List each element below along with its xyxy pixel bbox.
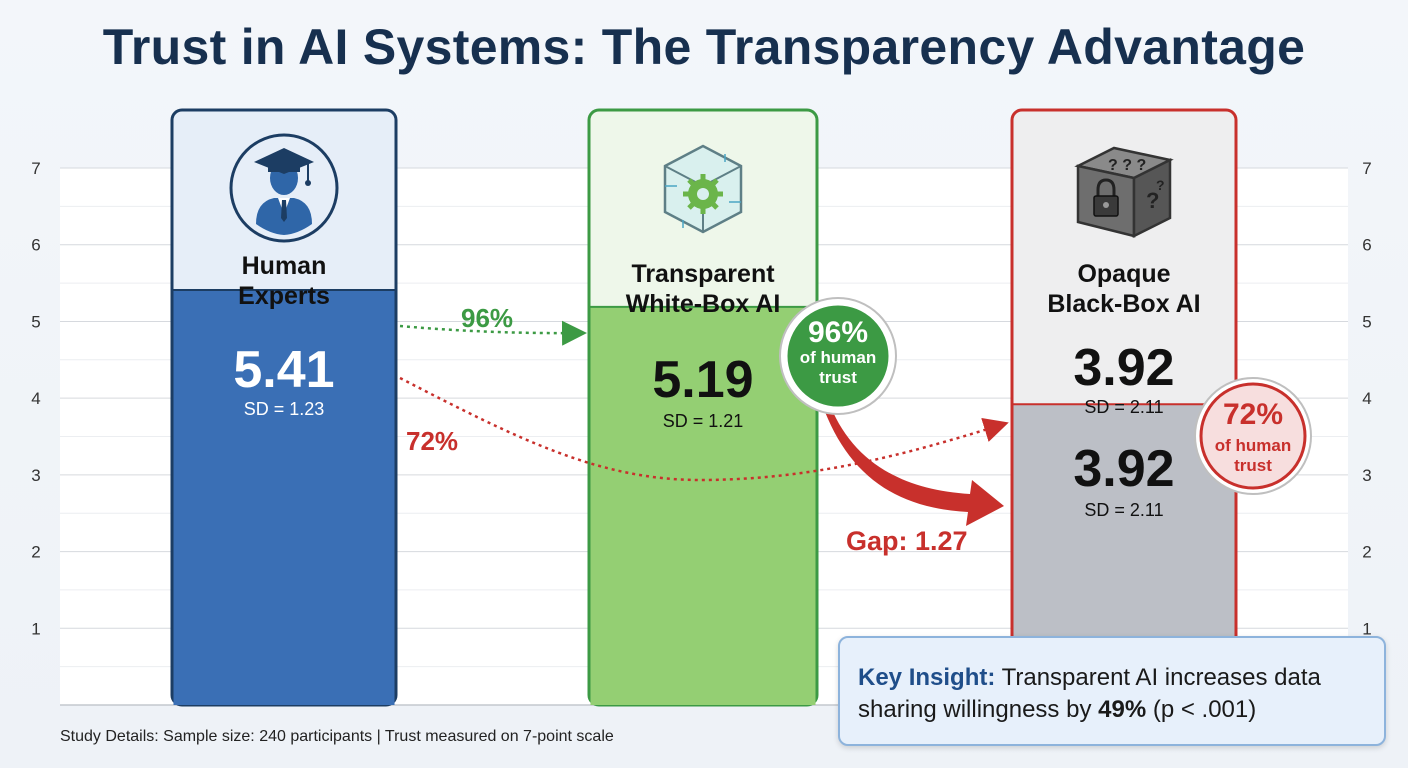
- svg-text:?: ?: [1146, 188, 1159, 213]
- bar-label-opaque-2: Black-Box AI: [1047, 290, 1200, 318]
- y-tick-right: 1: [1362, 619, 1371, 638]
- graduate-icon: [229, 133, 339, 243]
- sd-label-human: SD = 1.23: [244, 399, 325, 419]
- svg-text:? ? ?: ? ? ?: [1108, 157, 1146, 174]
- flow-arrow-transparent: [399, 320, 587, 346]
- key-insight-text: Transparent AI increases data sharing wi…: [858, 664, 1321, 723]
- chart-title: Trust in AI Systems: The Transparency Ad…: [102, 19, 1306, 75]
- locked-mystery-box-icon: ? ? ? ? ?: [1074, 146, 1174, 239]
- y-tick-left: 1: [31, 619, 40, 638]
- badge-sub2-transparent: trust: [819, 368, 857, 387]
- badge-sub1-opaque: of human: [1215, 436, 1292, 455]
- key-insight-lead: Key Insight:: [858, 664, 996, 691]
- y-tick-right: 5: [1362, 312, 1371, 331]
- badge-pct-transparent: 96%: [808, 316, 868, 349]
- key-insight-text-end: (p < .001): [1146, 696, 1257, 723]
- y-tick-left: 7: [31, 159, 40, 178]
- value-label-transparent: 5.19: [652, 351, 753, 409]
- value-label-opaque: 3.92: [1073, 339, 1174, 397]
- y-tick-right: 4: [1362, 389, 1371, 408]
- y-axis-right: 1 2 3 4 5 6 7: [1362, 159, 1371, 638]
- badge-opaque: 72% of human trust: [1194, 377, 1312, 495]
- bar-human-experts: [173, 289, 395, 705]
- sd-label-opaque-repeat: SD = 2.11: [1084, 500, 1163, 520]
- bar-label-opaque: Opaque: [1077, 260, 1170, 288]
- y-axis-left: 1 2 3 4 5 6 7: [31, 159, 40, 638]
- flow-pct-transparent: 96%: [461, 303, 513, 333]
- y-tick-right: 7: [1362, 159, 1371, 178]
- gap-arrow: [822, 400, 1004, 526]
- badge-sub2-opaque: trust: [1234, 456, 1272, 475]
- bar-label-transparent-2: White-Box AI: [626, 290, 781, 318]
- y-tick-left: 5: [31, 312, 40, 331]
- study-details-footnote: Study Details: Sample size: 240 particip…: [60, 728, 614, 745]
- key-insight-box: Key Insight: Transparent AI increases da…: [838, 636, 1386, 746]
- y-tick-right: 6: [1362, 236, 1371, 255]
- flow-pct-opaque: 72%: [406, 426, 458, 456]
- svg-text:?: ?: [1156, 177, 1165, 193]
- bar-transparent-ai: [590, 306, 816, 705]
- key-insight-highlight: 49%: [1098, 696, 1147, 723]
- badge-transparent: 96% of human trust: [779, 297, 897, 415]
- sd-label-opaque: SD = 2.11: [1084, 397, 1163, 417]
- y-tick-left: 4: [31, 389, 40, 408]
- value-label-human: 5.41: [233, 341, 334, 399]
- bar-label-human-2: Experts: [238, 282, 330, 310]
- flow-arrow-opaque: [399, 376, 1009, 482]
- value-label-opaque-repeat: 3.92: [1073, 440, 1174, 498]
- y-tick-right: 3: [1362, 466, 1371, 485]
- bar-label-transparent: Transparent: [631, 260, 775, 288]
- gap-label: Gap: 1.27: [846, 526, 968, 556]
- badge-pct-opaque: 72%: [1223, 398, 1283, 431]
- y-tick-right: 2: [1362, 543, 1371, 562]
- bar-label-human: Human: [242, 252, 327, 280]
- glass-cube-gear-icon: [663, 144, 743, 234]
- y-tick-left: 2: [31, 543, 40, 562]
- y-tick-left: 6: [31, 236, 40, 255]
- y-tick-left: 3: [31, 466, 40, 485]
- badge-sub1-transparent: of human: [800, 348, 877, 367]
- sd-label-transparent: SD = 1.21: [663, 411, 744, 431]
